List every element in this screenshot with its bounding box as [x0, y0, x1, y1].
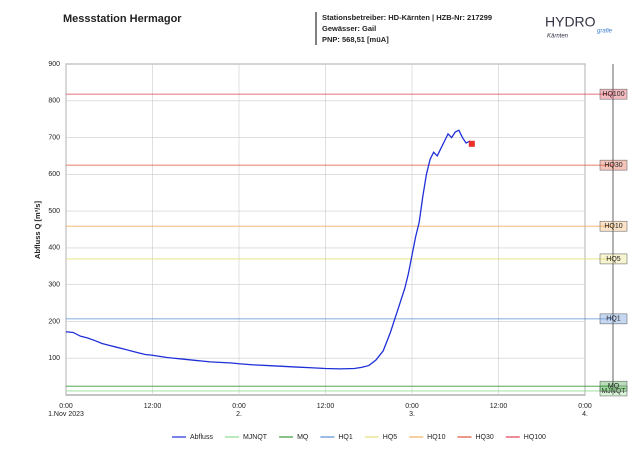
y-tick-label: 600	[48, 171, 60, 178]
x-tick-label: 0:00	[232, 403, 246, 410]
threshold-label: HQ1	[606, 316, 621, 323]
legend-label: Abfluss	[190, 434, 213, 441]
x-tick-label: 12:00	[317, 403, 335, 410]
logo-script: grafie	[597, 29, 613, 35]
x-tick-date: 3.	[409, 411, 415, 418]
legend-label: HQ10	[427, 434, 445, 441]
legend-label: HQ30	[475, 434, 493, 441]
flow-line	[65, 129, 473, 370]
chart-title: Messstation Hermagor	[63, 13, 182, 25]
info-line: Stationsbetreiber: HD-Kärnten | HZB-Nr: …	[322, 13, 492, 22]
y-axis-label: Abfluss Q [m³/s]	[33, 201, 42, 259]
y-tick-label: 100	[48, 355, 60, 362]
y-tick-label: 800	[48, 98, 60, 105]
legend-label: HQ1	[338, 434, 353, 441]
x-tick-date: 2.	[236, 411, 242, 418]
legend-label: HQ100	[524, 434, 546, 441]
logo-sub: Kärnten	[547, 34, 569, 40]
y-tick-label: 900	[48, 61, 60, 68]
info-line: PNP: 568,51 [müA]	[322, 35, 389, 44]
info-line: Gewässer: Gail	[322, 24, 376, 33]
threshold-label: MQ	[608, 383, 620, 390]
x-tick-label: 12:00	[490, 403, 508, 410]
threshold-box	[599, 88, 628, 100]
threshold-label: HQ30	[604, 162, 622, 169]
y-tick-label: 200	[48, 318, 60, 325]
threshold-box	[599, 313, 628, 325]
y-tick-label: 500	[48, 208, 60, 215]
threshold-label: HQ100	[602, 91, 624, 98]
x-tick-label: 0:00	[578, 403, 592, 410]
threshold-box	[599, 220, 628, 232]
current-value	[468, 140, 475, 147]
y-tick-label: 700	[48, 134, 60, 141]
threshold-label: HQ5	[606, 256, 621, 263]
threshold-box	[599, 159, 628, 171]
x-tick-label: 0:00	[59, 403, 73, 410]
legend-label: MJNQT	[243, 434, 268, 441]
x-tick-label: 0:00	[405, 403, 419, 410]
logo: HYDRO	[545, 14, 596, 30]
threshold-label: HQ10	[604, 223, 622, 230]
y-tick-label: 300	[48, 282, 60, 289]
x-tick-label: 12:00	[144, 403, 162, 410]
legend-label: HQ5	[383, 434, 398, 441]
x-tick-date: 4.	[582, 411, 588, 418]
threshold-box	[599, 253, 628, 265]
threshold-box	[599, 380, 628, 392]
y-tick-label: 400	[48, 245, 60, 252]
legend-label: MQ	[297, 434, 309, 441]
x-tick-date: 1.Nov 2023	[48, 411, 84, 418]
